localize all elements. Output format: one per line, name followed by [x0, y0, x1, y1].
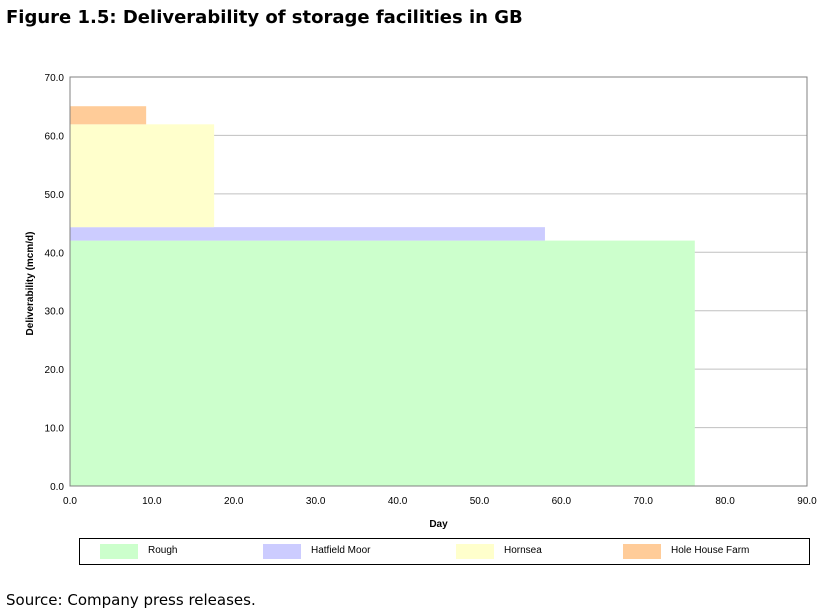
y-axis-title: Deliverability (mcm/d)	[25, 232, 36, 336]
plot-frame	[69, 76, 808, 487]
x-tick-labels: 0.0 10.0 20.0 30.0 40.0 50.0 60.0 70.0 80.0 90.0	[63, 496, 817, 507]
bar-hole-house-farm	[70, 106, 147, 125]
bar-hornsea	[70, 124, 215, 228]
x-tick-label: 90.0	[797, 496, 817, 507]
source-note: Source: Company press releases.	[6, 591, 256, 609]
legend: Rough Hatfield Moor Hornsea Hole House Farm	[79, 538, 810, 565]
bar-rough	[70, 240, 695, 486]
y-tick-label: 20.0	[45, 365, 65, 376]
series-bars	[70, 106, 695, 486]
y-tick-label: 50.0	[45, 190, 65, 201]
y-tick-label: 10.0	[45, 424, 65, 435]
x-tick-label: 50.0	[470, 496, 490, 507]
legend-label: Hornsea	[504, 545, 542, 556]
x-tick-label: 70.0	[633, 496, 653, 507]
legend-label: Hole House Farm	[671, 545, 750, 556]
y-tick-label: 70.0	[45, 73, 65, 84]
figure-title: Figure 1.5: Deliverability of storage fa…	[6, 7, 523, 28]
x-axis-title: Day	[429, 519, 448, 530]
legend-label: Hatfield Moor	[311, 545, 371, 556]
deliverability-chart: 0.0 10.0 20.0 30.0 40.0 50.0 60.0 70.0 0.0 10.0 2…	[25, 73, 817, 530]
y-tick-label: 30.0	[45, 307, 65, 318]
x-tick-label: 60.0	[552, 496, 572, 507]
y-tick-label: 0.0	[50, 482, 64, 493]
legend-swatch	[100, 544, 138, 559]
x-tick-label: 30.0	[306, 496, 326, 507]
x-tick-label: 40.0	[388, 496, 408, 507]
bar-hatfield-moor	[70, 227, 545, 241]
x-tick-label: 0.0	[63, 496, 77, 507]
legend-label: Rough	[148, 545, 178, 556]
legend-swatch	[456, 544, 494, 559]
x-tick-label: 80.0	[715, 496, 735, 507]
y-tick-label: 40.0	[45, 248, 65, 259]
x-tick-label: 10.0	[142, 496, 162, 507]
x-tick-label: 20.0	[224, 496, 244, 507]
legend-swatch	[623, 544, 661, 559]
legend-swatch	[263, 544, 301, 559]
y-tick-labels: 0.0 10.0 20.0 30.0 40.0 50.0 60.0 70.0	[45, 73, 65, 493]
y-tick-label: 60.0	[45, 131, 65, 142]
